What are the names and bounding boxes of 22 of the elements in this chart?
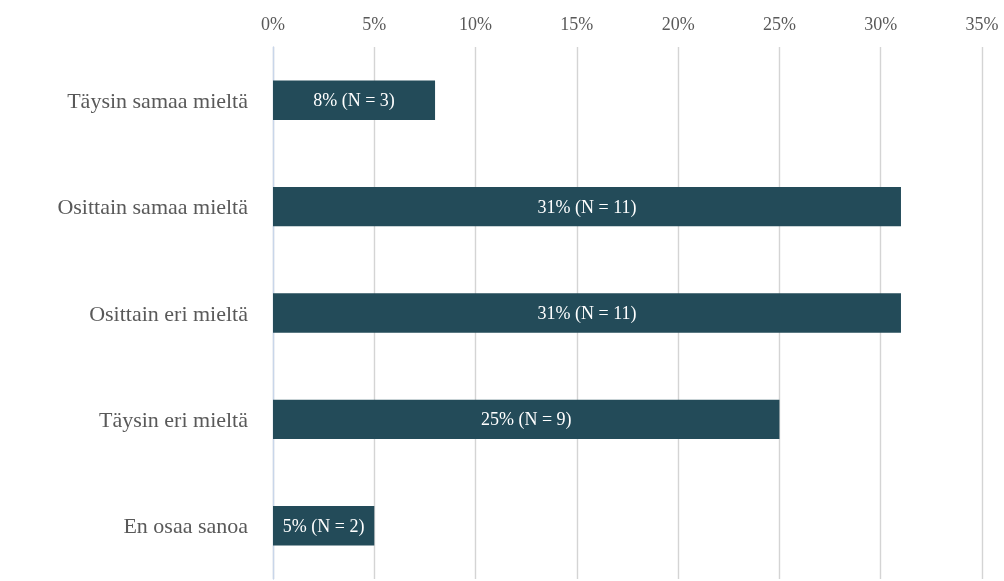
bar (273, 399, 780, 440)
x-tick-label: 30% (864, 14, 898, 34)
y-tick-label: Osittain samaa mieltä (57, 194, 249, 220)
y-tick-label: En osaa sanoa (123, 513, 249, 539)
data-label: 8% (N = 3) (313, 90, 395, 112)
y-tick-label: Täysin samaa mieltä (67, 87, 249, 113)
x-tick-label: 20% (661, 14, 695, 34)
x-tick-label: 0% (261, 14, 285, 34)
data-label: 31% (N = 11) (537, 303, 637, 324)
y-tick-label: Osittain eri mieltä (89, 300, 249, 326)
bar (273, 186, 901, 227)
y-tick-label: Täysin eri mieltä (98, 406, 249, 432)
x-tick-label: 35% (965, 14, 999, 34)
data-label: 5% (N = 2) (282, 515, 365, 537)
x-tick-label: 25% (762, 14, 796, 34)
x-tick-label: 5% (362, 14, 387, 34)
bar (273, 80, 436, 120)
x-tick-label: 10% (459, 14, 493, 34)
bar (273, 293, 901, 333)
data-label: 25% (N = 9) (480, 409, 572, 431)
x-tick-label: 15% (560, 14, 594, 34)
data-label: 31% (N = 11) (537, 196, 637, 218)
